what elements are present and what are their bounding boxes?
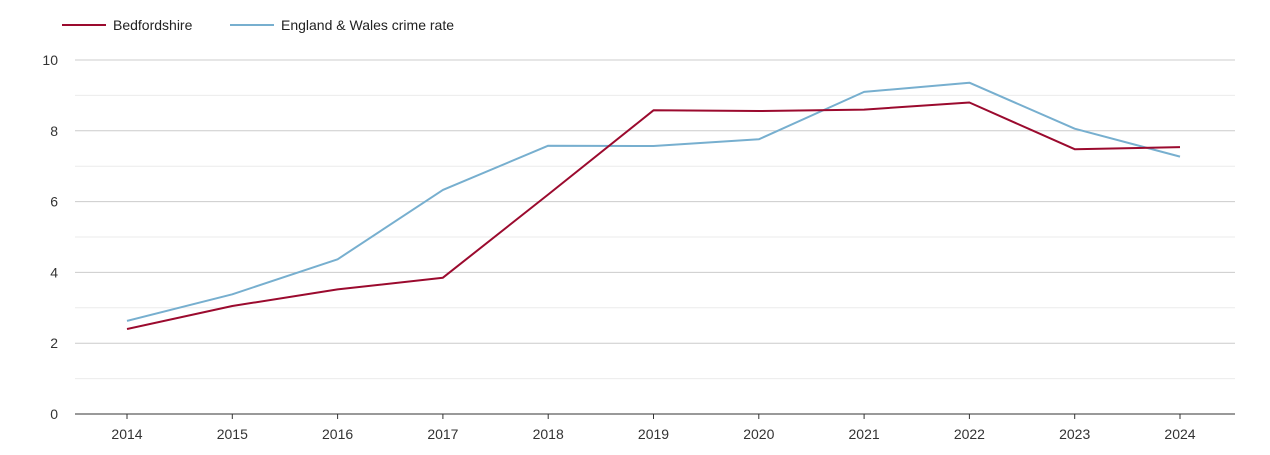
y-axis-ticks: 0 2 4 6 8 10 [42,52,58,422]
y-tick-label: 10 [42,52,58,68]
y-tick-label: 8 [50,123,58,139]
x-tick-label: 2021 [849,426,880,442]
x-tick-label: 2018 [533,426,564,442]
x-tick-label: 2022 [954,426,985,442]
legend: Bedfordshire England & Wales crime rate [62,17,454,33]
legend-label: England & Wales crime rate [281,17,454,33]
legend-item-england-wales-crime-rate[interactable]: England & Wales crime rate [230,17,454,33]
y-tick-label: 0 [50,406,58,422]
legend-label: Bedfordshire [113,17,193,33]
y-tick-label: 6 [50,194,58,210]
x-axis: 2014 2015 2016 2017 2018 2019 2020 2021 2022 2023… [75,413,1235,442]
y-tick-label: 2 [50,335,58,351]
grid-lines [75,59,1235,380]
x-tick-label: 2023 [1059,426,1090,442]
y-tick-label: 4 [50,264,58,280]
series-lines [126,81,1181,330]
x-tick-label: 2017 [427,426,458,442]
x-tick-label: 2015 [217,426,248,442]
series-line-bedfordshire [126,101,1181,330]
x-tick-label: 2020 [743,426,774,442]
x-tick-label: 2016 [322,426,353,442]
legend-item-bedfordshire[interactable]: Bedfordshire [62,17,193,33]
series-line-england-wales-crime-rate [126,81,1181,322]
x-tick-label: 2024 [1164,426,1195,442]
x-tick-label: 2019 [638,426,669,442]
x-tick-label: 2014 [111,426,142,442]
